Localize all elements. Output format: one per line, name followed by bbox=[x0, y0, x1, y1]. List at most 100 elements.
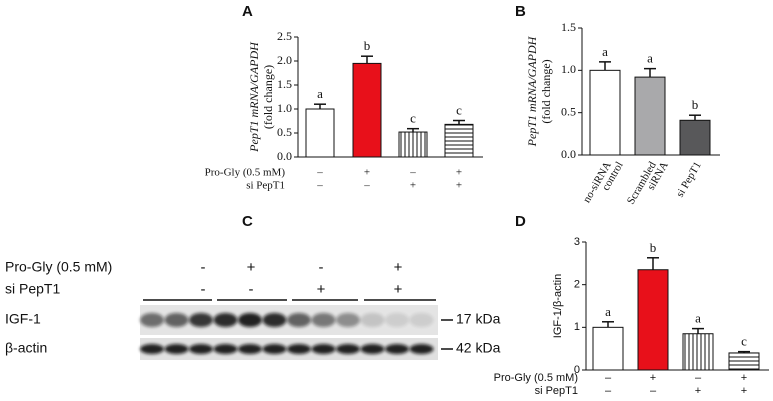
band bbox=[213, 344, 238, 354]
band bbox=[164, 313, 189, 327]
band bbox=[360, 313, 385, 327]
condition-label: Pro-Gly (0.5 mM) bbox=[494, 372, 578, 384]
condition-sign: + bbox=[650, 372, 656, 384]
y-tick-label: 1 bbox=[574, 321, 580, 333]
y-axis-label: IGF-1/β-actin bbox=[552, 274, 564, 338]
band bbox=[409, 313, 434, 327]
condition-label: si PepT1 bbox=[5, 281, 60, 297]
panel-label: C bbox=[242, 213, 253, 230]
condition-sign: + bbox=[364, 167, 370, 179]
condition-sign: + bbox=[456, 180, 462, 192]
band bbox=[287, 313, 311, 327]
band-label: IGF-1 bbox=[5, 311, 41, 327]
condition-sign: + bbox=[695, 385, 701, 397]
panel-label: B bbox=[515, 3, 526, 20]
y-tick-label: 2.0 bbox=[277, 53, 292, 67]
y-tick-label: 2.5 bbox=[277, 29, 292, 43]
western-blot bbox=[140, 305, 438, 360]
y-tick-label: 2 bbox=[574, 279, 580, 291]
significance-letter: b bbox=[650, 240, 657, 255]
condition-sign: - bbox=[249, 281, 254, 298]
condition-label: Pro-Gly (0.5 mM) bbox=[205, 167, 286, 179]
significance-letter: b bbox=[692, 97, 699, 112]
significance-letter: a bbox=[317, 86, 323, 101]
significance-letter: c bbox=[410, 111, 416, 126]
band bbox=[287, 344, 311, 354]
condition-label: si PepT1 bbox=[246, 180, 285, 192]
bar bbox=[444, 123, 474, 158]
band bbox=[336, 344, 360, 354]
band bbox=[336, 313, 360, 327]
condition-sign: + bbox=[394, 281, 403, 298]
y-tick-label: 1.0 bbox=[561, 62, 576, 76]
condition-sign: + bbox=[741, 372, 747, 384]
y-tick-label: 3 bbox=[574, 236, 580, 248]
significance-letter: a bbox=[695, 311, 701, 326]
band-label: β-actin bbox=[5, 340, 47, 356]
significance-letter: c bbox=[741, 334, 747, 349]
y-tick-label: 0.0 bbox=[277, 149, 292, 163]
condition-sign: + bbox=[317, 281, 326, 298]
condition-sign: + bbox=[394, 259, 403, 276]
band bbox=[385, 313, 409, 327]
y-tick-label: 1.5 bbox=[561, 20, 576, 34]
y-axis-label: PepT1 mRNA/GAPDH bbox=[525, 35, 539, 147]
y-axis-label: (fold change) bbox=[539, 59, 553, 123]
bar bbox=[352, 62, 382, 158]
significance-letter: a bbox=[602, 44, 608, 59]
bar bbox=[592, 326, 624, 371]
band bbox=[311, 344, 336, 354]
y-tick-label: 0 bbox=[574, 364, 580, 376]
size-label: 17 kDa bbox=[456, 311, 501, 327]
x-tick-label: si PepT1 bbox=[674, 160, 704, 200]
condition-sign: - bbox=[319, 259, 324, 276]
band bbox=[238, 313, 262, 327]
bar bbox=[305, 108, 335, 158]
significance-letter: b bbox=[364, 38, 371, 53]
chart-panel: A 0.0 0.5 1.0 1.5 2.0 2.5 PepT1 mRNA/GAPDH (fold… bbox=[205, 3, 483, 192]
band bbox=[140, 344, 164, 354]
bar bbox=[682, 333, 714, 371]
y-tick-label: 0.0 bbox=[561, 147, 576, 161]
bar bbox=[679, 119, 711, 156]
band bbox=[262, 344, 287, 354]
panel-label: A bbox=[242, 3, 253, 20]
condition-sign: - bbox=[201, 259, 206, 276]
bar bbox=[634, 76, 666, 156]
bar bbox=[398, 131, 428, 158]
condition-sign: – bbox=[409, 167, 416, 179]
band bbox=[360, 344, 385, 354]
condition-sign: – bbox=[605, 372, 612, 384]
size-label: 42 kDa bbox=[456, 340, 501, 356]
bar bbox=[728, 352, 760, 371]
significance-letter: c bbox=[456, 103, 462, 118]
condition-sign: - bbox=[201, 281, 206, 298]
band bbox=[262, 313, 287, 327]
condition-sign: – bbox=[695, 372, 702, 384]
condition-sign: + bbox=[456, 167, 462, 179]
condition-sign: – bbox=[316, 167, 323, 179]
significance-letter: a bbox=[605, 304, 611, 319]
bar bbox=[637, 269, 669, 371]
band bbox=[238, 344, 262, 354]
band bbox=[189, 313, 213, 327]
band bbox=[189, 344, 213, 354]
band bbox=[311, 313, 336, 327]
condition-sign: – bbox=[605, 385, 612, 397]
condition-sign: + bbox=[741, 385, 747, 397]
condition-sign: + bbox=[410, 180, 416, 192]
condition-sign: – bbox=[650, 385, 657, 397]
condition-label: Pro-Gly (0.5 mM) bbox=[5, 259, 112, 275]
band bbox=[164, 344, 189, 354]
bar bbox=[589, 69, 621, 156]
condition-sign: – bbox=[316, 180, 323, 192]
condition-sign: + bbox=[247, 259, 256, 276]
panel-label: D bbox=[515, 213, 526, 230]
band bbox=[140, 313, 164, 327]
significance-letter: a bbox=[647, 51, 653, 66]
y-tick-label: 1.5 bbox=[277, 77, 292, 91]
y-tick-label: 0.5 bbox=[277, 125, 292, 139]
band bbox=[385, 344, 409, 354]
